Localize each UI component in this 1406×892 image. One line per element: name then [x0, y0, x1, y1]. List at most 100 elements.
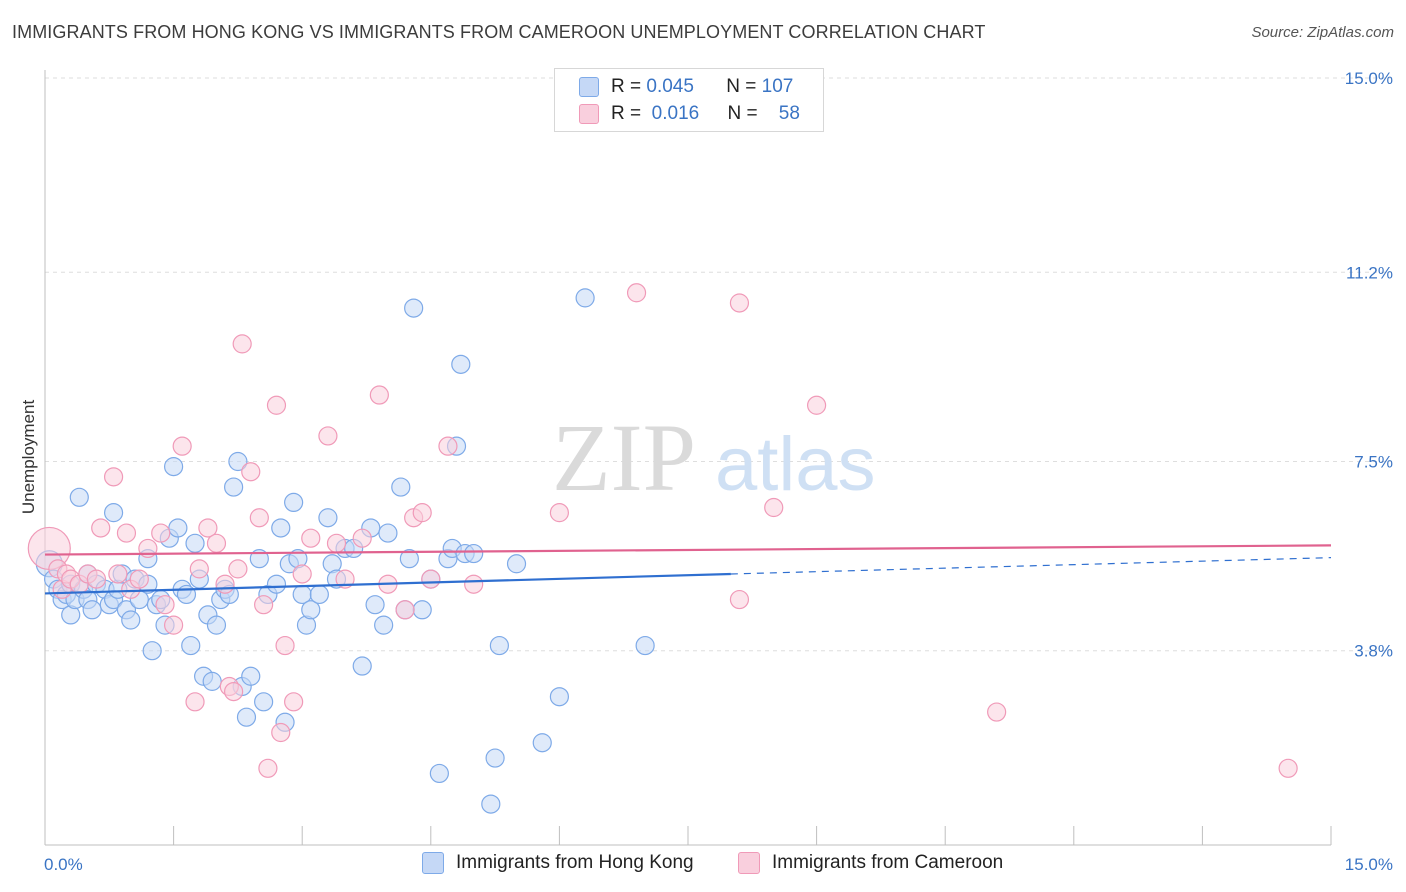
data-point [142, 641, 162, 661]
data-point [254, 692, 274, 712]
data-point [729, 293, 750, 313]
x-tick-label-max: 15.0% [1345, 855, 1393, 874]
data-point [266, 395, 287, 415]
data-point [206, 533, 227, 553]
data-point [198, 518, 218, 538]
data-point [729, 589, 750, 610]
data-point [284, 692, 304, 712]
data-point [275, 635, 295, 656]
x-tick-label-min: 0.0% [44, 855, 83, 874]
y-axis-label: Unemployment [19, 400, 38, 515]
data-point [228, 451, 248, 472]
correlation-legend: R = 0.045 N = 107 R = 0.016 N = 58 [554, 68, 824, 132]
trend-line-hong-kong-projection [730, 557, 1332, 575]
data-point [412, 600, 432, 620]
y-tick-labels: 3.8% 7.5% 11.2% 15.0% [1345, 69, 1393, 661]
data-point [506, 554, 527, 574]
y-tick-label: 7.5% [1354, 453, 1393, 472]
data-point [335, 569, 355, 589]
data-point [549, 503, 570, 523]
data-point [301, 528, 321, 548]
data-point [108, 564, 128, 584]
data-point [151, 523, 171, 543]
data-point [69, 487, 89, 507]
data-point [326, 533, 347, 553]
legend-n-value: 58 [778, 103, 800, 124]
data-point [301, 600, 321, 620]
watermark-zip: ZIP [552, 404, 696, 511]
trend-lines [44, 544, 1332, 595]
data-point [481, 794, 501, 814]
data-point [215, 574, 235, 594]
data-point [575, 288, 595, 308]
data-point [489, 635, 509, 656]
data-point [764, 497, 784, 518]
data-point [86, 569, 107, 589]
data-point [236, 707, 257, 727]
data-point [464, 574, 484, 594]
data-point [228, 559, 248, 579]
data-point [352, 528, 372, 548]
chart-title: IMMIGRANTS FROM HONG KONG VS IMMIGRANTS … [12, 22, 986, 42]
data-point [318, 508, 338, 528]
data-point [464, 543, 484, 564]
data-point [164, 615, 184, 635]
data-point [451, 354, 471, 374]
data-point [271, 722, 291, 743]
data-point [224, 477, 244, 497]
data-point [249, 508, 269, 528]
watermark-atlas: atlas [715, 422, 876, 507]
legend-r-label: R = [611, 76, 642, 97]
data-point [185, 533, 205, 553]
data-point [224, 681, 244, 702]
data-point [318, 426, 338, 446]
bottom-legend-cameroon: Immigrants from Cameroon [738, 852, 1003, 874]
bottom-legend-swatch-cameroon [738, 852, 760, 874]
bottom-legend-label-hong-kong: Immigrants from Hong Kong [456, 852, 694, 873]
y-tick-label: 3.8% [1354, 642, 1393, 661]
data-point [369, 385, 389, 405]
data-point [309, 584, 329, 605]
y-tick-label: 15.0% [1345, 69, 1393, 88]
bottom-legend-swatch-hong-kong [422, 852, 444, 874]
data-point [254, 595, 274, 615]
bottom-legend-hong-kong: Immigrants from Hong Kong [422, 852, 694, 874]
x-ticks [44, 826, 1332, 845]
data-point [404, 298, 424, 318]
data-point [82, 600, 102, 620]
data-point [626, 283, 647, 303]
data-point [438, 436, 458, 456]
data-point [284, 492, 304, 513]
chart-source: Source: ZipAtlas.com [1251, 24, 1394, 41]
data-point [429, 763, 449, 784]
data-point [374, 615, 394, 635]
data-point [172, 436, 192, 456]
data-point [164, 457, 184, 477]
data-point [103, 467, 124, 487]
legend-r-value: 0.045 [646, 76, 694, 97]
data-point [121, 610, 141, 630]
series-cameroon-points [27, 283, 1298, 778]
data-point [271, 518, 291, 538]
data-point [258, 758, 278, 778]
data-point [103, 503, 124, 523]
legend-swatch-cameroon [579, 104, 599, 124]
data-point [241, 462, 261, 482]
trend-line-cameroon [44, 544, 1332, 556]
data-point [129, 569, 149, 589]
legend-n-value: 107 [761, 76, 794, 97]
data-point [206, 615, 227, 635]
data-point [806, 395, 827, 415]
data-point [365, 595, 385, 615]
data-point [185, 692, 205, 712]
data-point [116, 523, 137, 543]
y-tick-label: 11.2% [1346, 263, 1393, 282]
data-point [155, 595, 175, 615]
gridlines [45, 77, 1392, 652]
data-point [168, 518, 188, 538]
data-point [292, 564, 312, 584]
legend-n-label: N = [727, 103, 758, 124]
legend-n-label: N = [726, 76, 757, 97]
data-point [352, 656, 372, 676]
data-point [391, 477, 411, 497]
